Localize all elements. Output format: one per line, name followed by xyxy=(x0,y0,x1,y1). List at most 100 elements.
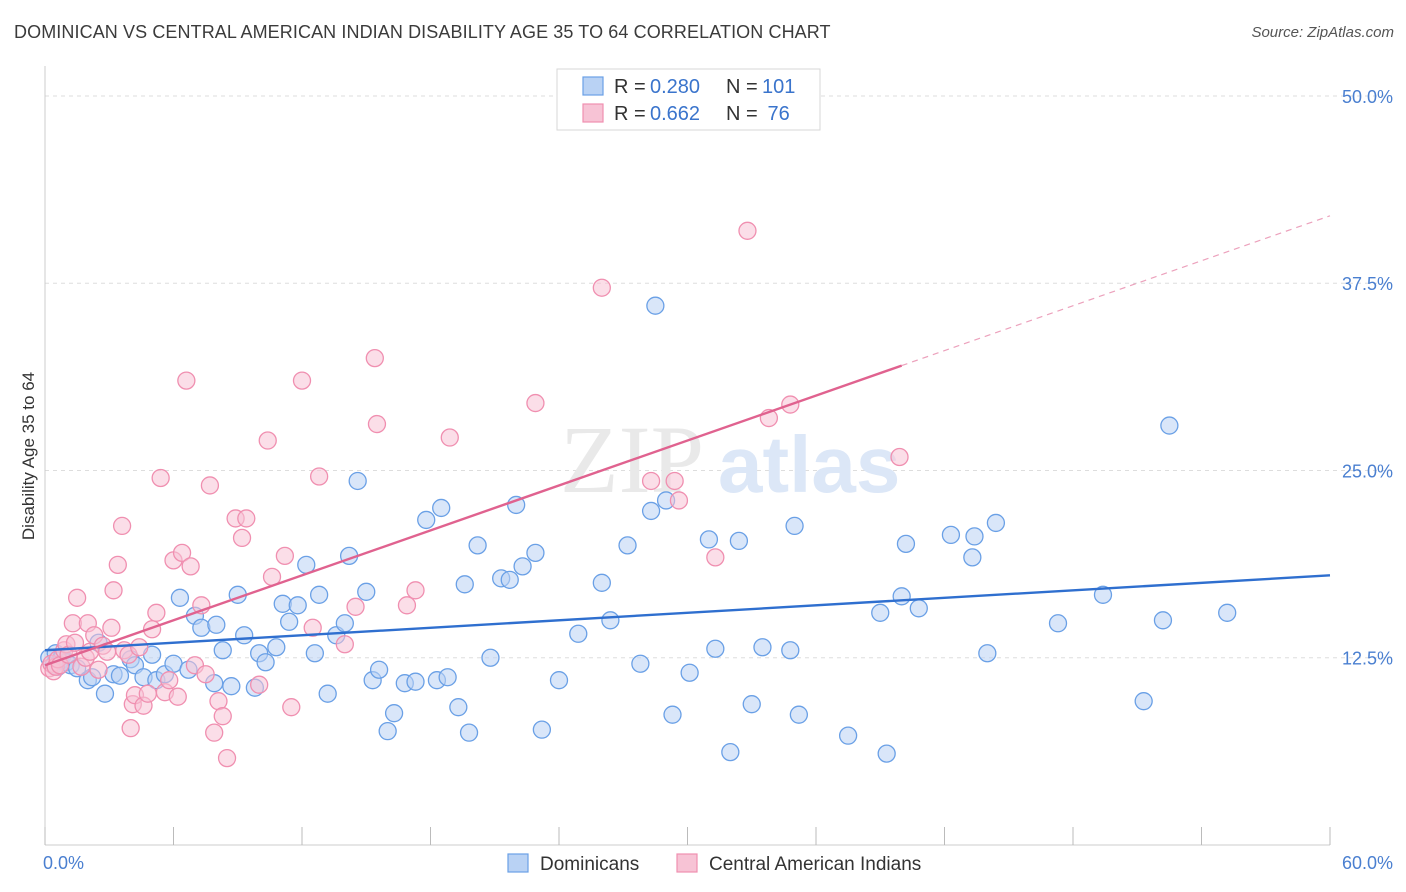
central-american-indians-point-72 xyxy=(669,491,689,510)
x-tick-label-start: 0.0% xyxy=(43,853,84,873)
central-american-indians-point-58 xyxy=(292,371,312,390)
series-legend: Dominicans Central American Indians xyxy=(507,853,921,875)
central-american-indians-point-63 xyxy=(365,348,384,368)
dominicans-point-102 xyxy=(1134,692,1153,711)
dominicans-point-101 xyxy=(1093,585,1113,604)
central-american-indians-point-73 xyxy=(706,548,725,567)
y-tick-label-1: 25.0% xyxy=(1342,461,1393,481)
central-american-indians-point-17 xyxy=(89,660,108,679)
dominicans-point-53 xyxy=(406,672,425,691)
dominicans-point-14 xyxy=(110,666,130,685)
stats-legend: R = 0.280 N = 101 R = 0.662 N = 76 xyxy=(556,68,821,131)
y-tick-label-3: 50.0% xyxy=(1342,87,1393,107)
central-american-indians-point-21 xyxy=(104,581,123,600)
central-american-indians-point-44 xyxy=(196,665,215,684)
central-american-indians-point-22 xyxy=(108,555,127,575)
central-american-indians-point-65 xyxy=(397,596,417,615)
trend-lines xyxy=(44,215,1331,667)
dominicans-point-103 xyxy=(1153,611,1173,630)
dominicans-point-95 xyxy=(941,525,961,545)
central-american-indians-point-62 xyxy=(346,597,365,616)
central-american-indians-point-64 xyxy=(367,414,387,434)
dominicans-point-67 xyxy=(526,543,545,563)
dominicans-point-105 xyxy=(1218,603,1237,622)
legend-n-label: N = xyxy=(726,103,758,125)
central-american-indians-point-77 xyxy=(890,447,909,467)
dominicans-point-22 xyxy=(170,588,190,607)
dominicans-point-64 xyxy=(500,570,519,589)
central-american-indians-point-38 xyxy=(168,687,187,706)
dominicans-point-79 xyxy=(680,663,699,682)
series-legend-label-central-american-indians: Central American Indians xyxy=(709,854,921,875)
dominicans-point-99 xyxy=(986,513,1006,533)
dominicans-point-71 xyxy=(592,573,611,592)
axes xyxy=(44,66,1331,846)
dominicans-point-27 xyxy=(207,615,226,634)
central-american-indians-point-69 xyxy=(592,278,611,297)
dominicans-point-93 xyxy=(896,534,916,554)
dominicans-point-80 xyxy=(699,530,719,549)
central-american-indians-point-53 xyxy=(250,675,269,694)
dominicans-point-100 xyxy=(1048,614,1068,633)
source-note: Source: ZipAtlas.com xyxy=(1251,24,1394,41)
central-american-indians-point-31 xyxy=(138,684,157,703)
central-american-indians-point-51 xyxy=(232,528,252,548)
dominicans-point-78 xyxy=(663,705,682,724)
central-american-indians-point-74 xyxy=(738,221,757,240)
central-american-indians-point-49 xyxy=(217,748,237,768)
legend-r-label: R = xyxy=(614,103,646,125)
central-american-indians-point-47 xyxy=(209,692,228,711)
legend-n-value: 76 xyxy=(762,103,790,125)
central-american-indians-point-52 xyxy=(237,509,256,528)
dominicans-point-28 xyxy=(213,641,232,660)
dominicans-point-81 xyxy=(706,639,725,658)
y-tick-labels: 12.5% 25.0% 37.5% 50.0% xyxy=(1342,87,1393,669)
central-american-indians-trend-extension xyxy=(901,215,1331,367)
central-american-indians-point-29 xyxy=(130,638,149,657)
central-american-indians-point-56 xyxy=(275,546,295,566)
central-american-indians-point-33 xyxy=(147,603,166,622)
central-american-indians-point-10 xyxy=(65,633,85,652)
dominicans-trend-line xyxy=(44,574,1331,652)
central-american-indians-point-60 xyxy=(309,467,329,486)
central-american-indians-point-57 xyxy=(282,698,301,717)
dominicans-point-91 xyxy=(877,744,896,763)
central-american-indians-point-40 xyxy=(177,371,196,390)
central-american-indians-point-66 xyxy=(406,581,425,600)
dominicans-point-61 xyxy=(468,536,487,555)
dominicans-point-83 xyxy=(729,531,749,551)
y-tick-label-2: 37.5% xyxy=(1342,274,1393,294)
dominicans-point-37 xyxy=(279,612,299,631)
legend-r-value: 0.662 xyxy=(650,103,700,125)
x-tick-label-end: 60.0% xyxy=(1342,853,1393,873)
y-tick-label-0: 12.5% xyxy=(1342,649,1393,669)
dominicans-point-47 xyxy=(357,582,376,601)
central-american-indians-point-48 xyxy=(213,707,232,726)
dominicans-point-92 xyxy=(892,587,911,606)
dominicans-point-70 xyxy=(569,624,588,643)
legend-n-label: N = xyxy=(726,76,758,98)
central-american-indians-point-45 xyxy=(200,476,220,495)
legend-n-value: 101 xyxy=(762,76,795,98)
dominicans-point-36 xyxy=(273,594,292,613)
dominicans-point-51 xyxy=(384,704,404,723)
central-american-indians-point-67 xyxy=(440,428,459,447)
dominicans-point-97 xyxy=(965,527,984,546)
dominicans-point-98 xyxy=(978,644,997,663)
dominicans-point-60 xyxy=(459,723,479,742)
watermark-atlas: atlas xyxy=(718,420,900,509)
central-american-indians-point-61 xyxy=(335,635,354,654)
dominicans-point-68 xyxy=(532,720,552,739)
central-american-indians-point-36 xyxy=(160,671,179,690)
central-american-indians-point-59 xyxy=(303,618,322,637)
dominicans-point-96 xyxy=(963,548,982,567)
dominicans-point-104 xyxy=(1160,416,1179,435)
dominicans-point-62 xyxy=(481,648,500,667)
dominicans-point-58 xyxy=(449,698,468,717)
series-legend-swatch-central-american-indians xyxy=(676,853,698,873)
central-american-indians-point-70 xyxy=(641,471,661,491)
dominicans-point-12 xyxy=(95,684,115,703)
central-american-indians-point-39 xyxy=(172,543,192,563)
dominicans-point-88 xyxy=(789,705,809,724)
dominicans-point-73 xyxy=(618,536,637,555)
